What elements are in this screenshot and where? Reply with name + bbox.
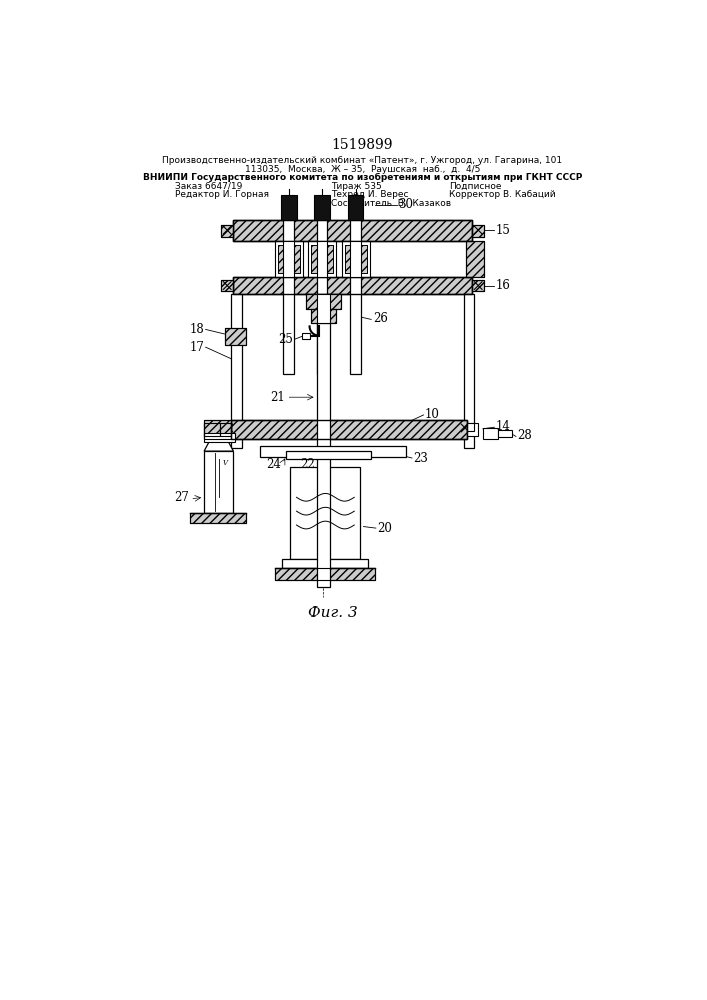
Bar <box>498 430 512 437</box>
Text: Производственно-издательский комбинат «Патент», г. Ужгород, ул. Гагарина, 101: Производственно-издательский комбинат «П… <box>163 156 562 165</box>
Bar <box>204 451 233 513</box>
Bar <box>284 241 294 277</box>
Bar <box>284 205 294 374</box>
Bar <box>472 280 484 291</box>
Text: 30: 30 <box>398 198 413 211</box>
Text: 18: 18 <box>189 323 204 336</box>
Bar <box>221 280 233 291</box>
Text: Корректор В. Кабаций: Корректор В. Кабаций <box>450 190 556 199</box>
Bar <box>464 294 474 448</box>
Bar <box>305 294 341 309</box>
Text: 28: 28 <box>518 429 532 442</box>
Bar <box>231 420 467 439</box>
Bar <box>348 195 363 220</box>
Bar <box>204 433 235 442</box>
Text: Техред И. Верес: Техред И. Верес <box>332 190 409 199</box>
Bar <box>259 446 406 457</box>
Bar <box>483 428 498 439</box>
Text: 20: 20 <box>378 522 392 535</box>
Text: ВНИИПИ Государственного комитета по изобретениям и открытиям при ГКНТ СССР: ВНИИПИ Государственного комитета по изоб… <box>143 173 582 182</box>
Bar <box>204 423 219 436</box>
Bar <box>231 294 242 448</box>
Bar <box>190 513 246 523</box>
Text: Тираж 535: Тираж 535 <box>332 182 382 191</box>
Bar <box>219 423 231 436</box>
Text: 22: 22 <box>300 458 315 471</box>
Bar <box>467 423 478 436</box>
Bar <box>311 245 333 273</box>
Bar <box>225 328 247 345</box>
Bar <box>278 245 300 273</box>
Bar <box>221 225 233 237</box>
Bar <box>233 277 472 294</box>
Bar <box>233 277 472 294</box>
Text: Редактор И. Горная: Редактор И. Горная <box>175 190 269 199</box>
Bar <box>317 294 330 323</box>
Text: 17: 17 <box>189 341 204 354</box>
Bar <box>221 225 233 237</box>
Bar <box>466 241 484 277</box>
Bar <box>281 195 296 220</box>
Bar <box>345 245 366 273</box>
Bar <box>190 513 246 523</box>
Bar <box>286 451 371 459</box>
Text: 10: 10 <box>425 408 440 421</box>
Bar <box>308 241 336 277</box>
Bar <box>275 568 375 580</box>
Bar <box>282 559 368 568</box>
Text: Составитель  В.  Казаков: Составитель В. Казаков <box>332 199 452 208</box>
Bar <box>233 220 472 241</box>
Text: 24: 24 <box>267 458 281 471</box>
Polygon shape <box>204 440 233 451</box>
Bar <box>231 420 467 439</box>
Text: 21: 21 <box>270 391 285 404</box>
Bar <box>219 423 231 436</box>
Bar <box>225 328 247 345</box>
Bar <box>317 205 327 374</box>
Bar <box>317 294 330 323</box>
Text: 14: 14 <box>496 420 510 433</box>
Text: Фиг. 3: Фиг. 3 <box>308 606 358 620</box>
Text: V: V <box>223 459 228 467</box>
Text: 25: 25 <box>278 333 293 346</box>
Bar <box>204 420 231 439</box>
Bar <box>233 220 472 241</box>
Text: 15: 15 <box>496 224 510 237</box>
Bar <box>221 280 233 291</box>
Bar <box>305 294 341 309</box>
Bar <box>311 309 336 323</box>
Text: 1519899: 1519899 <box>331 138 392 152</box>
Bar <box>204 420 231 439</box>
Bar <box>467 423 474 431</box>
Text: 23: 23 <box>414 452 428 465</box>
Bar <box>311 309 336 323</box>
Text: Заказ 6647/19: Заказ 6647/19 <box>175 182 242 191</box>
Bar <box>278 245 300 273</box>
Bar <box>275 241 303 277</box>
Bar <box>317 241 327 277</box>
Bar <box>302 333 310 339</box>
Text: Подписное: Подписное <box>450 182 502 191</box>
Bar <box>275 568 375 580</box>
Bar <box>342 241 370 277</box>
Bar <box>311 245 333 273</box>
Text: 113035,  Москва,  Ж – 35,  Раушская  наб.,  д.  4/5: 113035, Москва, Ж – 35, Раушская наб., д… <box>245 165 480 174</box>
Bar <box>472 225 484 237</box>
Bar <box>466 241 484 277</box>
Bar <box>351 241 361 277</box>
Bar <box>345 245 366 273</box>
Bar <box>351 205 361 374</box>
Bar <box>472 225 484 237</box>
Bar <box>291 466 360 559</box>
Bar <box>204 423 219 436</box>
Text: 26: 26 <box>373 312 387 325</box>
Bar <box>317 294 330 587</box>
Bar <box>314 195 329 220</box>
Bar <box>472 280 484 291</box>
Text: 16: 16 <box>496 279 510 292</box>
Text: 27: 27 <box>174 491 189 504</box>
